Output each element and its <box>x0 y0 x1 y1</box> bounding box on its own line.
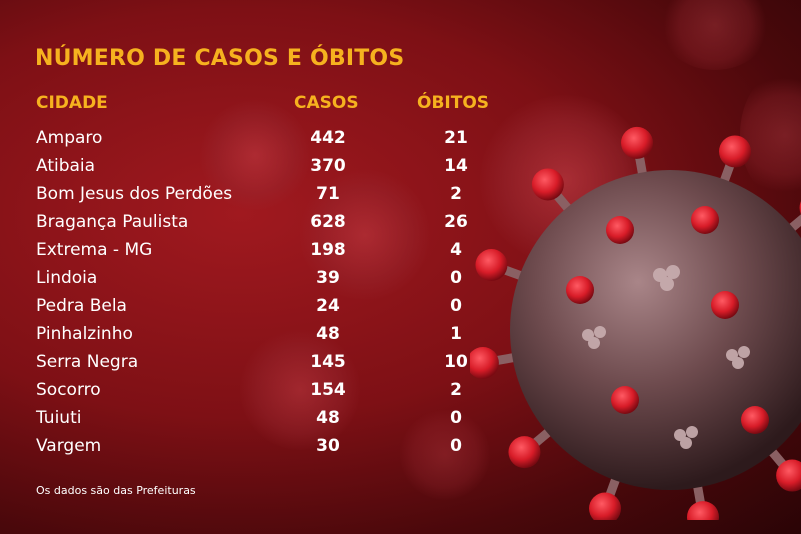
deaths-count: 0 <box>450 268 462 288</box>
background-virus-blur <box>660 0 770 70</box>
background-virus-blur <box>300 170 430 300</box>
cases-count: 154 <box>310 380 346 400</box>
deaths-count: 10 <box>444 352 468 372</box>
table-row: Amparo 442 21 <box>0 125 520 153</box>
table-row: Serra Negra 145 10 <box>0 349 520 377</box>
column-header-city: CIDADE <box>36 93 108 113</box>
column-header-deaths: ÓBITOS <box>417 93 490 113</box>
table-row: Extrema - MG 198 4 <box>0 237 520 265</box>
city-name: Serra Negra <box>36 352 139 372</box>
background-virus-blur <box>200 100 310 210</box>
table-row: Tuiuti 48 0 <box>0 405 520 433</box>
deaths-count: 4 <box>450 240 462 260</box>
city-name: Pedra Bela <box>36 296 127 316</box>
data-table: Amparo 442 21 Atibaia 370 14 Bom Jesus d… <box>0 125 520 461</box>
table-row: Vargem 30 0 <box>0 433 520 461</box>
table-row: Pinhalzinho 48 1 <box>0 321 520 349</box>
cases-count: 442 <box>310 128 346 148</box>
cases-count: 48 <box>316 324 340 344</box>
deaths-count: 0 <box>450 408 462 428</box>
cases-count: 145 <box>310 352 346 372</box>
deaths-count: 2 <box>450 380 462 400</box>
table-row: Bragança Paulista 628 26 <box>0 209 520 237</box>
table-row: Lindoia 39 0 <box>0 265 520 293</box>
cases-count: 30 <box>316 436 340 456</box>
coronavirus-illustration-icon <box>466 100 801 534</box>
deaths-count: 14 <box>444 156 468 176</box>
city-name: Bom Jesus dos Perdões <box>36 184 233 204</box>
cases-count: 71 <box>316 184 340 204</box>
table-row: Pedra Bela 24 0 <box>0 293 520 321</box>
city-name: Atibaia <box>36 156 96 176</box>
background-virus-blur <box>240 330 360 450</box>
deaths-count: 21 <box>444 128 468 148</box>
city-name: Tuiuti <box>36 408 82 428</box>
city-name: Lindoia <box>36 268 98 288</box>
cases-count: 628 <box>310 212 346 232</box>
city-name: Pinhalzinho <box>36 324 133 344</box>
cases-count: 24 <box>316 296 340 316</box>
cases-count: 198 <box>310 240 346 260</box>
background-virus-blur <box>400 410 490 500</box>
city-name: Vargem <box>36 436 102 456</box>
table-row: Socorro 154 2 <box>0 377 520 405</box>
page-title: NÚMERO DE CASOS E ÓBITOS <box>35 46 405 71</box>
deaths-count: 1 <box>450 324 462 344</box>
source-footnote: Os dados são das Prefeituras <box>36 484 196 497</box>
table-row: Atibaia 370 14 <box>0 153 520 181</box>
city-name: Socorro <box>36 380 101 400</box>
city-name: Bragança Paulista <box>36 212 189 232</box>
deaths-count: 0 <box>450 436 462 456</box>
deaths-count: 0 <box>450 296 462 316</box>
city-name: Extrema - MG <box>36 240 153 260</box>
cases-count: 48 <box>316 408 340 428</box>
table-row: Bom Jesus dos Perdões 71 2 <box>0 181 520 209</box>
deaths-count: 2 <box>450 184 462 204</box>
cases-count: 370 <box>310 156 346 176</box>
cases-count: 39 <box>316 268 340 288</box>
city-name: Amparo <box>36 128 103 148</box>
column-header-cases: CASOS <box>294 93 359 113</box>
deaths-count: 26 <box>444 212 468 232</box>
